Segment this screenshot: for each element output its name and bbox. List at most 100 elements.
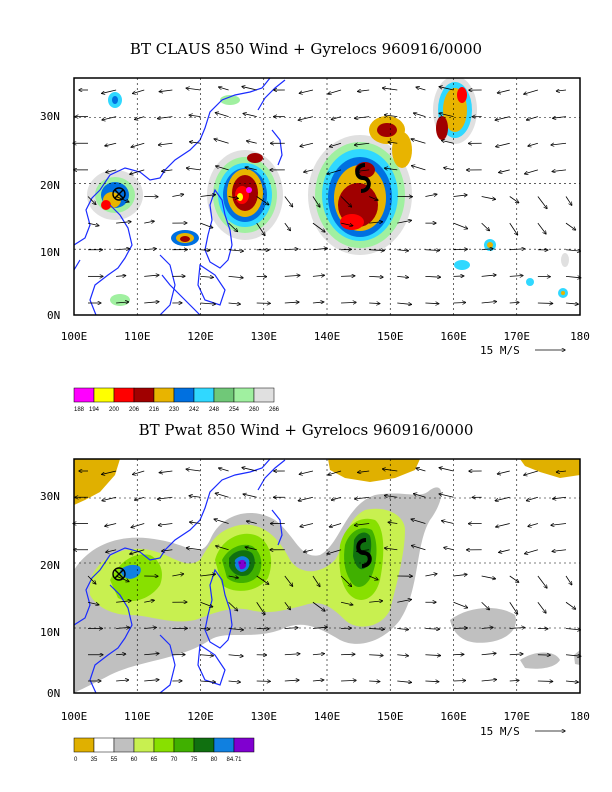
- wind-vector: [200, 681, 215, 682]
- panel2-title: BT Pwat 850 Wind + Gyrelocs 960916/0000: [138, 421, 474, 439]
- wind-vector: [200, 222, 212, 228]
- wind-vector: [130, 549, 145, 554]
- panel2-ytick-20n: 20N: [40, 559, 60, 572]
- wind-vector: [219, 87, 229, 91]
- wind-vector: [383, 88, 398, 91]
- wind-vector: [87, 222, 99, 226]
- wind-vector: [509, 680, 519, 681]
- wind-vector: [509, 276, 523, 277]
- wind-vector: [453, 680, 466, 681]
- wind-vector: [144, 221, 154, 223]
- wind-vector: [509, 222, 518, 235]
- wind-vector: [453, 195, 467, 197]
- wind-vector: [298, 116, 314, 121]
- wind-vector: [369, 655, 383, 656]
- wind-vector: [528, 142, 538, 146]
- colorbar-swatch: [193, 737, 215, 753]
- wind-vector: [214, 139, 229, 144]
- colorbar-label: 200: [109, 407, 120, 413]
- wind-vector: [189, 496, 201, 497]
- wind-vector: [565, 276, 581, 277]
- wind-vector: [135, 116, 145, 120]
- wind-vector: [200, 250, 209, 251]
- wind-vector: [102, 496, 117, 500]
- panel1-ytick-0n: 0N: [47, 309, 60, 322]
- xtick-label: 110E: [124, 330, 151, 343]
- gyre-marker-central: [356, 538, 372, 568]
- wind-vector: [102, 116, 117, 120]
- colorbar-swatch: [133, 387, 155, 403]
- wind-vector: [509, 249, 525, 250]
- panel1-wind-vectors: [73, 87, 581, 305]
- wind-vector: [340, 601, 353, 605]
- wind-vector: [284, 680, 299, 681]
- wind-vector: [228, 576, 239, 578]
- wind-vector: [509, 602, 518, 614]
- wind-vector: [369, 250, 384, 251]
- panel2-ytick-10n: 10N: [40, 626, 60, 639]
- wind-vector: [300, 142, 314, 146]
- wind-vector: [300, 523, 314, 527]
- wind-vector: [247, 521, 257, 524]
- colorbar-swatch: [253, 387, 275, 403]
- panel2-ytick-30n: 30N: [40, 490, 60, 503]
- wind-vector: [358, 90, 370, 91]
- wind-vector: [158, 497, 173, 499]
- colorbar-label: 188: [74, 407, 85, 413]
- wind-vector: [551, 524, 567, 526]
- wind-vector: [425, 655, 440, 656]
- wind-vector: [355, 497, 370, 499]
- wind-vector: [355, 117, 370, 119]
- xtick-label: 140E: [314, 710, 341, 723]
- colorbar-swatch: [233, 737, 255, 753]
- wind-vector: [453, 249, 468, 250]
- wind-vector: [481, 222, 490, 230]
- wind-vector: [116, 627, 129, 628]
- wind-vector: [397, 276, 408, 277]
- wind-vector: [397, 250, 408, 251]
- wind-vector: [565, 222, 576, 230]
- colorbar-label: 60: [131, 757, 138, 763]
- xtick-label: 120E: [187, 710, 214, 723]
- xtick-label: 170E: [504, 710, 531, 723]
- wind-vector: [439, 468, 454, 472]
- wind-vector: [341, 654, 355, 655]
- colorbar-label: 230: [169, 407, 180, 413]
- wind-vector: [158, 524, 173, 526]
- wind-vector: [439, 87, 454, 91]
- wind-vector: [312, 222, 325, 232]
- wind-vector: [565, 575, 572, 585]
- xtick-label: 160E: [440, 710, 467, 723]
- wind-vector: [106, 169, 117, 172]
- wind-vector: [425, 303, 438, 304]
- wind-vector: [397, 629, 408, 630]
- colorbar-swatch: [73, 737, 95, 753]
- wind-vector: [552, 550, 567, 552]
- xtick-label: 120E: [187, 330, 214, 343]
- colorbar-swatch: [193, 387, 215, 403]
- wind-vector: [186, 168, 201, 170]
- wind-vector: [312, 654, 324, 655]
- wind-vector: [331, 496, 342, 500]
- wind-vector: [116, 654, 125, 655]
- wind-vector: [284, 249, 298, 250]
- wind-vector: [284, 575, 293, 586]
- panel2-gridlines: [74, 459, 580, 693]
- wind-vector: [388, 522, 398, 523]
- panel1-vector-scale-label: 15 M/S: [480, 344, 520, 357]
- wind-vector: [481, 196, 496, 200]
- xtick-label: 160E: [440, 330, 467, 343]
- colorbar-swatch: [173, 737, 195, 753]
- panel2-colorbar: 0 35 55 60 65 70 75 80 84.71: [73, 737, 255, 763]
- wind-vector: [565, 303, 578, 304]
- wind-vector: [135, 496, 145, 500]
- colorbar-label: 266: [269, 407, 280, 413]
- wind-vector: [144, 275, 159, 276]
- wind-vector: [385, 548, 398, 550]
- wind-vector: [416, 87, 426, 91]
- wind-vector: [527, 116, 538, 120]
- wind-vector: [312, 575, 320, 586]
- wind-vector: [200, 601, 212, 607]
- wind-vector: [425, 250, 439, 251]
- wind-vector: [481, 601, 490, 609]
